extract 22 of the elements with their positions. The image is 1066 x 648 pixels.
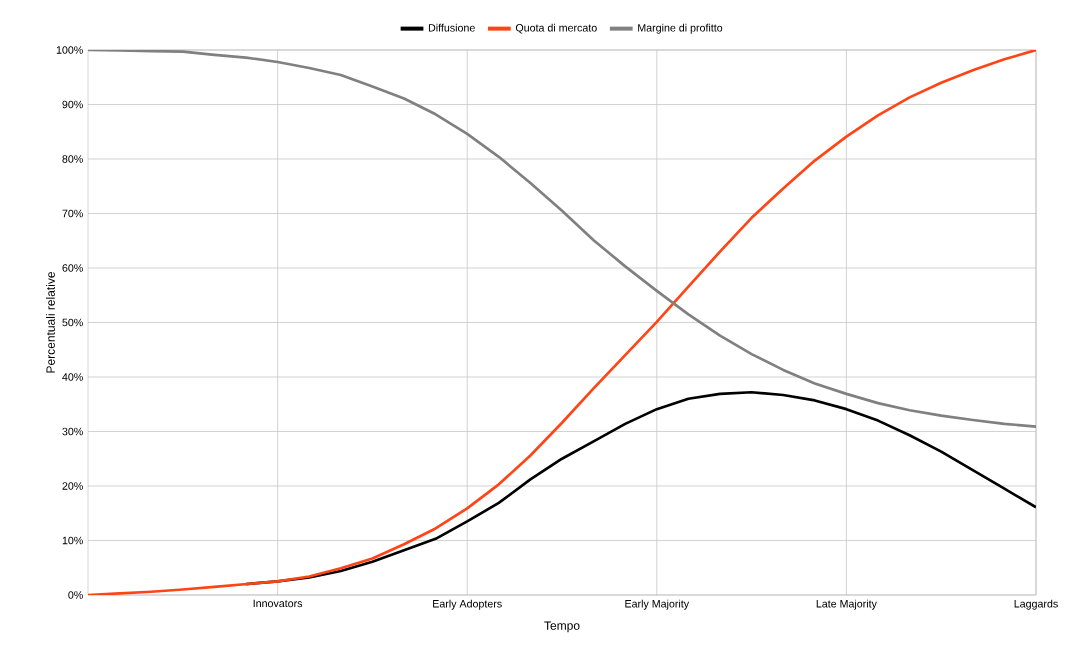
legend-label: Diffusione <box>428 23 475 32</box>
y-tick-label: 50% <box>62 318 83 327</box>
x-axis-title: Tempo <box>544 621 580 633</box>
y-tick-label: 80% <box>62 155 83 163</box>
x-tick-label: Late Majority <box>816 599 877 610</box>
x-tick-label: Early Majority <box>625 599 690 610</box>
legend-label: Quota di mercato <box>515 23 597 34</box>
x-tick-label: Innovators <box>253 599 303 608</box>
y-tick-label: 60% <box>62 264 83 272</box>
line-series <box>88 49 1037 428</box>
y-tick-label: 40% <box>62 373 83 381</box>
y-tick-label: 30% <box>62 427 83 436</box>
x-tick-label: Early Adopters <box>433 599 502 610</box>
y-tick-label: 70% <box>62 209 83 218</box>
x-tick-label: Laggards <box>1014 599 1058 610</box>
y-tick-label: 0% <box>68 591 83 599</box>
y-axis-title: Percentuali relative <box>46 272 55 373</box>
y-tick-label: 20% <box>62 482 83 490</box>
y-tick-label: 10% <box>62 536 83 545</box>
y-tick-label: 90% <box>62 100 83 109</box>
y-tick-label: 100% <box>56 46 83 54</box>
legend-label: Margine di profitto <box>638 23 723 34</box>
